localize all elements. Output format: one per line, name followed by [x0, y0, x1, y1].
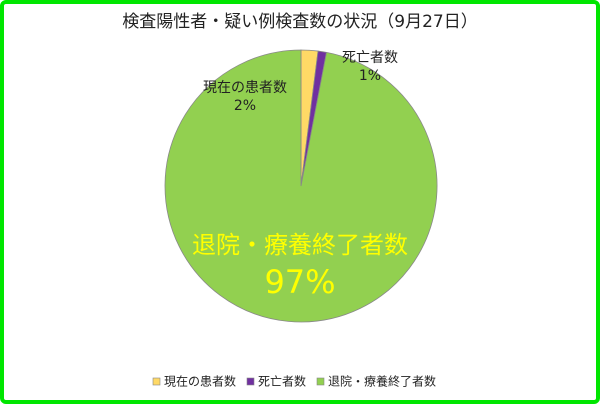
value-label: 97%: [264, 263, 335, 301]
value-label: 2%: [234, 98, 256, 114]
legend-label: 退院・療養終了者数: [328, 374, 436, 389]
value-label: 1%: [359, 68, 381, 84]
legend-swatch: [246, 377, 255, 386]
legend-swatch: [152, 377, 161, 386]
pie-slice: [164, 49, 438, 323]
legend-label: 現在の患者数: [164, 374, 236, 389]
chart-title: 検査陽性者・疑い例検査数の状況（9月27日）: [122, 12, 477, 32]
slice-label: 死亡者数: [342, 50, 398, 66]
slice-label: 現在の患者数: [203, 80, 287, 96]
legend-swatch: [316, 377, 325, 386]
legend-label: 死亡者数: [258, 374, 306, 389]
slice-label: 退院・療養終了者数: [192, 231, 408, 259]
